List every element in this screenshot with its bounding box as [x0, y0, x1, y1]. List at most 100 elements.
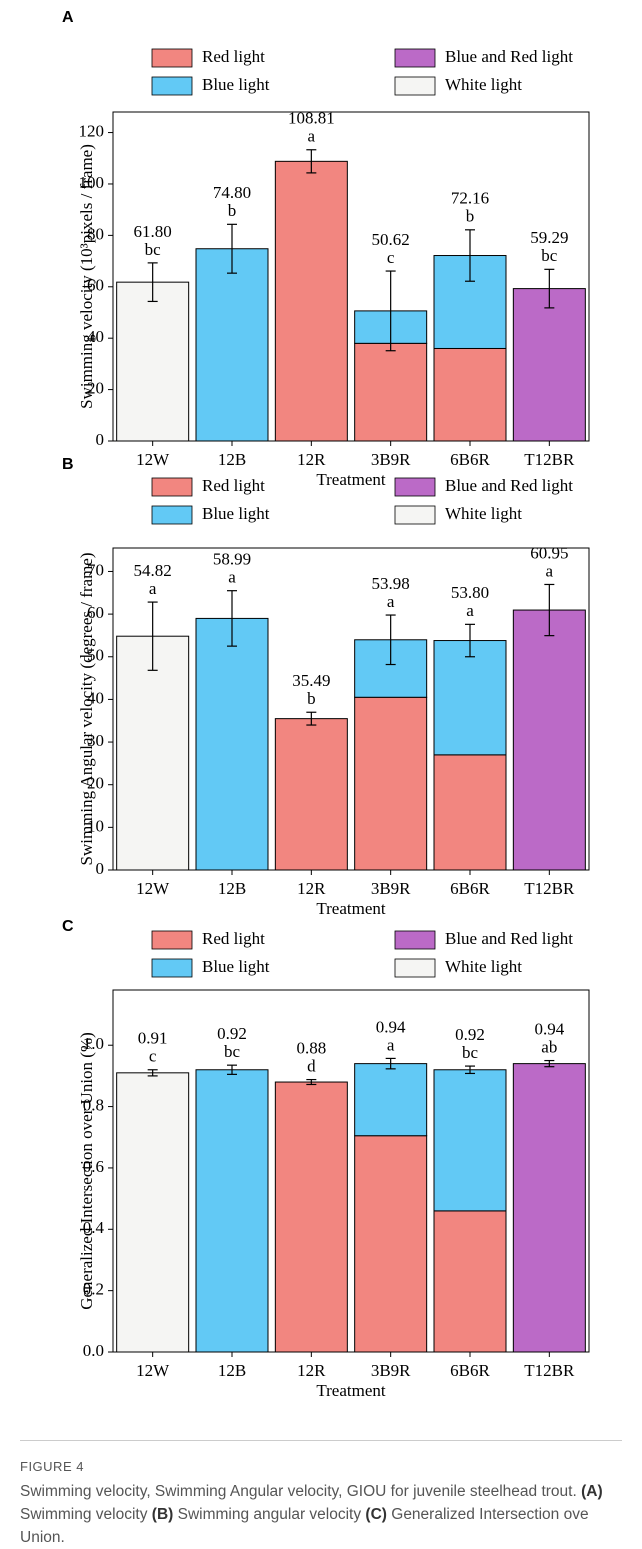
- bar-segment: [195, 617, 269, 871]
- error-bar: [385, 614, 396, 666]
- significance-letter: a: [546, 561, 554, 580]
- bar-segment: [354, 1135, 428, 1353]
- value-label: 54.82: [134, 561, 172, 580]
- error-bar: [465, 1065, 475, 1075]
- y-tick-label: 20: [87, 379, 104, 398]
- value-label: 72.16: [451, 189, 489, 208]
- x-tick-label: 12B: [218, 1361, 246, 1380]
- plot-frame: [112, 547, 590, 871]
- legend-label: Blue light: [202, 957, 270, 976]
- legend-label: Blue and Red light: [445, 47, 573, 66]
- rule: [20, 1440, 622, 1441]
- plot-frame: [112, 111, 590, 442]
- caption-part: (A): [581, 1483, 603, 1500]
- error-bar: [306, 149, 317, 174]
- significance-letter: a: [387, 1035, 395, 1054]
- caption-part: (C): [365, 1506, 387, 1523]
- bar-segment: [274, 160, 348, 442]
- significance-letter: a: [308, 127, 316, 146]
- y-tick-label: 80: [87, 224, 104, 243]
- significance-letter: c: [149, 1047, 157, 1066]
- significance-letter: b: [307, 689, 316, 708]
- bar-segment: [433, 1210, 507, 1353]
- caption-part: Swimming velocity, Swimming Angular velo…: [20, 1483, 582, 1500]
- x-tick-label: 12R: [297, 1361, 326, 1380]
- legend-swatch: [151, 48, 193, 68]
- value-label: 60.95: [530, 543, 568, 562]
- y-tick-label: 0.2: [83, 1280, 104, 1299]
- y-tick-label: 0: [96, 859, 105, 878]
- bar-segment: [116, 281, 190, 442]
- error-bar: [147, 1069, 158, 1077]
- bar-segment: [116, 635, 190, 871]
- bar-segment: [433, 1069, 507, 1212]
- x-axis-label: Treatment: [316, 1381, 386, 1400]
- figure-label: FIGURE 4: [20, 1459, 84, 1474]
- x-tick-label: 6B6R: [450, 450, 490, 469]
- x-tick-label: 12B: [218, 879, 246, 898]
- figure: A Red light Blue light Blue and Red light Wh…: [62, 9, 590, 1400]
- y-tick-label: 0.8: [83, 1095, 104, 1114]
- x-axis-label: Treatment: [316, 470, 386, 489]
- value-label: 35.49: [292, 671, 330, 690]
- caption-part: (B): [151, 1506, 174, 1523]
- bar-segment: [433, 640, 507, 756]
- bar-segment: [512, 288, 586, 442]
- legend-swatch: [151, 76, 193, 96]
- value-label: 0.94: [376, 1017, 406, 1036]
- error-bar: [227, 590, 237, 647]
- x-tick-label: 12W: [136, 1361, 170, 1380]
- y-tick-label: 40: [87, 688, 104, 707]
- bar-segment: [116, 1072, 190, 1353]
- caption-part: Swimming angular velocity: [173, 1506, 366, 1523]
- x-tick-label: 12B: [218, 450, 246, 469]
- y-tick-label: 1.0: [83, 1034, 104, 1053]
- y-tick-label: 60: [87, 603, 104, 622]
- value-label: 0.91: [138, 1029, 168, 1048]
- x-tick-label: T12BR: [524, 450, 575, 469]
- significance-letter: a: [466, 601, 474, 620]
- x-tick-label: T12BR: [524, 879, 575, 898]
- legend-label: Blue light: [202, 504, 270, 523]
- legend-label: Blue and Red light: [445, 929, 573, 948]
- value-label: 61.80: [134, 222, 172, 241]
- error-bar: [385, 1057, 396, 1070]
- legend-swatch: [394, 48, 436, 68]
- error-bar: [306, 1078, 317, 1086]
- caption-text: Swimming velocity, Swimming Angular velo…: [20, 1480, 622, 1549]
- significance-letter: d: [307, 1056, 316, 1075]
- bar-segment: [195, 248, 269, 442]
- value-label: 59.29: [530, 228, 568, 247]
- bar-segment: [274, 718, 348, 871]
- y-tick-label: 50: [87, 646, 104, 665]
- y-tick-label: 0: [96, 430, 105, 449]
- legend-swatch: [151, 505, 193, 525]
- bar-segment: [354, 696, 428, 871]
- significance-letter: ab: [541, 1037, 557, 1056]
- legend-swatch: [394, 930, 436, 950]
- x-tick-label: 12W: [136, 879, 170, 898]
- legend-swatch: [151, 477, 193, 497]
- bar-segment: [512, 1063, 586, 1353]
- y-axis-label: Swimming velocity (10³pixels / frame): [77, 144, 96, 409]
- y-axis-label: Swimming Angular velocity (degrees / fra…: [77, 553, 96, 866]
- value-label: 0.92: [455, 1025, 485, 1044]
- legend-label: Blue and Red light: [445, 476, 573, 495]
- legend-swatch: [394, 958, 436, 978]
- y-tick-label: 100: [79, 173, 105, 192]
- y-tick-label: 60: [87, 276, 104, 295]
- bar-segment: [195, 1069, 269, 1353]
- value-label: 53.98: [372, 574, 410, 593]
- y-axis-label: Generalized Intersection over Union (%): [77, 1032, 96, 1310]
- bar-segment: [274, 1081, 348, 1353]
- y-tick-label: 40: [87, 327, 104, 346]
- panel-label: C: [62, 918, 74, 935]
- value-label: 0.94: [534, 1019, 564, 1038]
- y-tick-label: 10: [87, 816, 104, 835]
- significance-letter: c: [387, 248, 395, 267]
- legend-swatch: [151, 958, 193, 978]
- error-bar: [147, 601, 158, 671]
- error-bar: [227, 1064, 237, 1075]
- error-bar: [227, 223, 237, 274]
- significance-letter: b: [228, 201, 237, 220]
